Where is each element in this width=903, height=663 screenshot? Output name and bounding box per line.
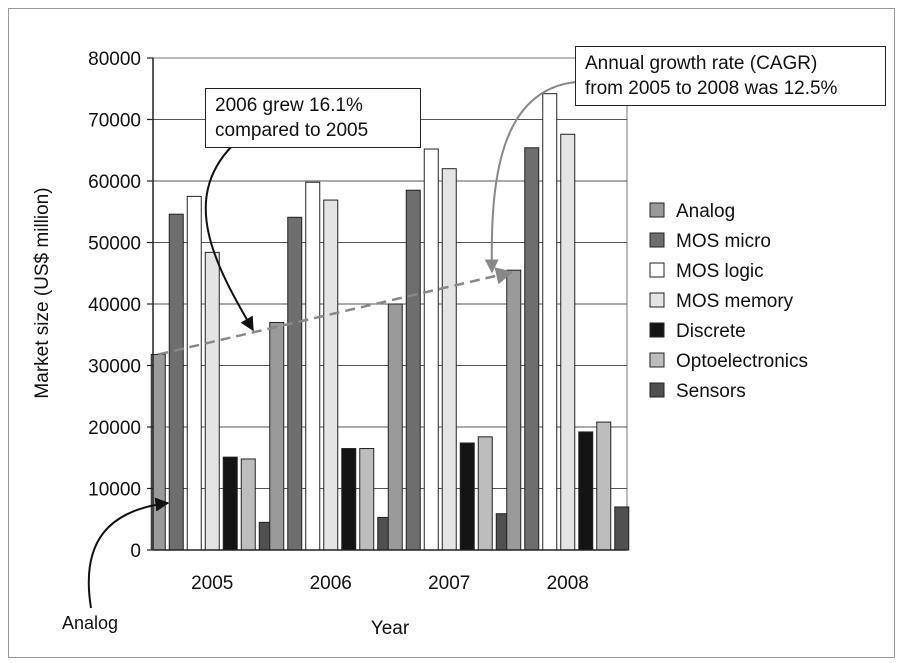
bar-mos-micro-2005 (168, 213, 184, 551)
legend: Analog MOS micro MOS logic MOS memory Discre… (649, 201, 808, 402)
cagr-line-1: Annual growth rate (CAGR) (585, 53, 818, 74)
y-tick-label: 20000 (88, 418, 141, 439)
y-tick-label: 10000 (88, 480, 141, 501)
x-tick-labels: 2005 2006 2007 2008 (191, 573, 589, 594)
bar-mos-memory-2008 (560, 133, 576, 551)
bar-mos-memory-2006 (323, 199, 339, 551)
growth-2006-callout: 2006 grew 16.1% compared to 2005 (205, 88, 421, 148)
y-tick-label: 30000 (88, 357, 141, 378)
legend-label: MOS memory (676, 291, 794, 312)
growth-2006-line-2: compared to 2005 (215, 120, 369, 141)
bar-optoelectronics-2005 (240, 458, 256, 551)
bar-discrete-2007 (459, 442, 475, 551)
growth-2006-arrow (204, 145, 254, 332)
y-tick-label: 60000 (88, 172, 141, 193)
x-tick-label: 2005 (191, 573, 233, 594)
bar-discrete-2006 (341, 448, 357, 551)
bar-optoelectronics-2006 (359, 448, 375, 551)
bar-optoelectronics-2007 (477, 436, 493, 551)
bar-discrete-2005 (222, 456, 238, 551)
bar-mos-micro-2007 (405, 189, 421, 551)
legend-swatch (649, 292, 665, 308)
legend-label: MOS logic (676, 261, 764, 282)
analog-annotation: Analog (62, 613, 118, 633)
y-tick-labels: 0 10000 20000 30000 40000 50000 60000 70000 8000… (88, 49, 153, 562)
y-tick-label: 70000 (88, 111, 141, 132)
growth-2006-line-1: 2006 grew 16.1% (215, 95, 363, 116)
bar-mos-logic-2005 (186, 195, 202, 551)
legend-label: Analog (676, 201, 735, 222)
legend-label: MOS micro (676, 231, 771, 252)
legend-label: Discrete (676, 321, 746, 342)
bar-mos-micro-2008 (524, 147, 540, 551)
x-tick-label: 2007 (428, 573, 470, 594)
y-tick-label: 50000 (88, 234, 141, 255)
bar-analog-2008 (506, 269, 522, 551)
bar-mos-logic-2008 (542, 93, 558, 551)
bar-analog-2006 (269, 321, 285, 551)
x-tick-label: 2006 (310, 573, 352, 594)
x-tick-label: 2008 (547, 573, 589, 594)
legend-swatch (649, 382, 665, 398)
bar-analog-2007 (387, 303, 403, 551)
legend-label: Optoelectronics (676, 351, 808, 372)
bar-mos-logic-2007 (423, 148, 439, 551)
legend-swatch (649, 202, 665, 218)
bar-mos-logic-2006 (305, 181, 321, 551)
figure-frame (8, 8, 895, 658)
bar-mos-memory-2005 (204, 251, 220, 551)
cagr-arrow (484, 81, 577, 274)
y-tick-label: 80000 (88, 49, 141, 70)
cagr-line-2: from 2005 to 2008 was 12.5% (585, 78, 838, 99)
y-tick-label: 0 (130, 541, 141, 562)
bar-mos-micro-2006 (287, 216, 303, 551)
bar-sensors-2008 (614, 506, 630, 551)
cagr-callout: Annual growth rate (CAGR) from 2005 to 2… (575, 46, 886, 106)
y-tick-label: 40000 (88, 295, 141, 316)
legend-swatch (649, 322, 665, 338)
legend-swatch (649, 262, 665, 278)
y-axis-label: Market size (US$ million) (32, 187, 53, 398)
bar-discrete-2008 (578, 431, 594, 551)
bar-optoelectronics-2008 (596, 421, 612, 551)
legend-label: Sensors (676, 381, 746, 402)
legend-swatch (649, 232, 665, 248)
bar-mos-memory-2007 (441, 168, 457, 551)
legend-swatch (649, 352, 665, 368)
x-axis-label: Year (371, 618, 410, 639)
analog-arrow (87, 497, 170, 609)
trend-line (157, 267, 514, 356)
